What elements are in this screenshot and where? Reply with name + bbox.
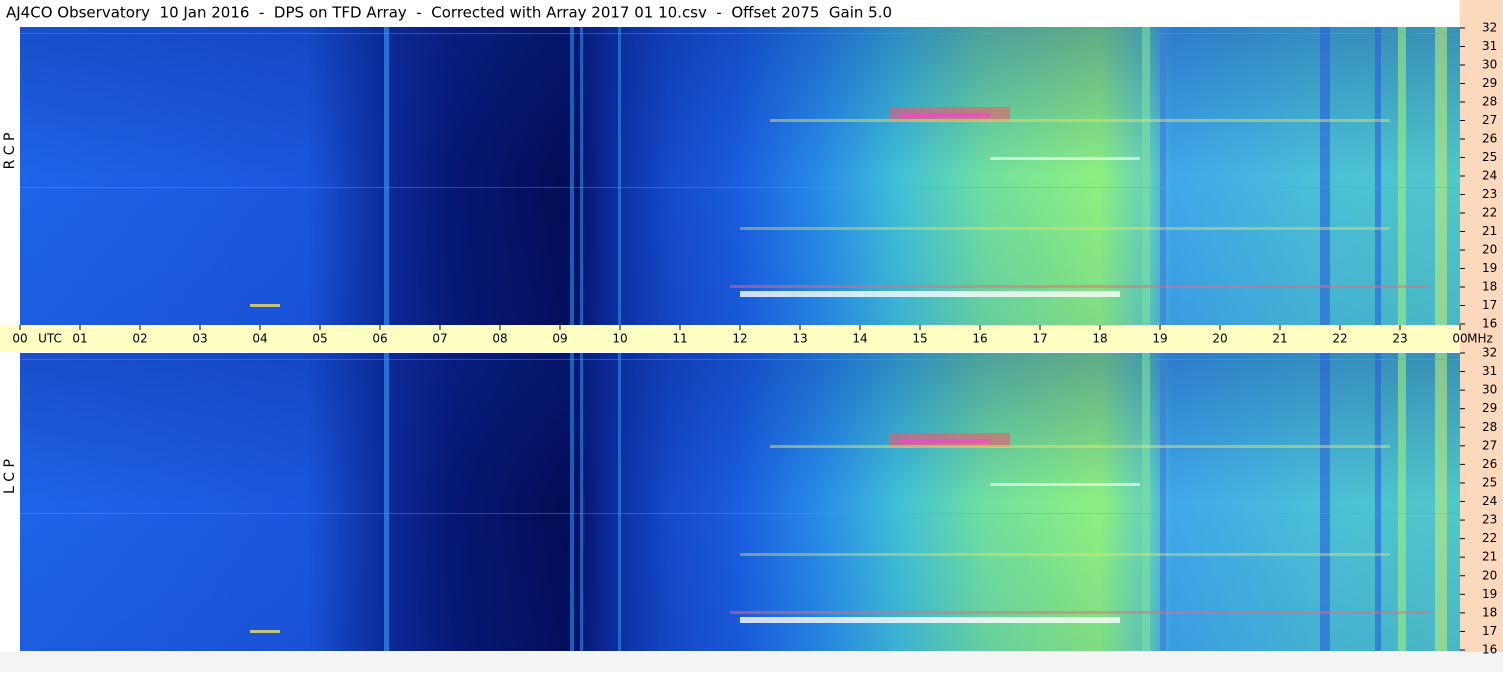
- y-tick-label: 25: [1482, 475, 1497, 489]
- y-tick-label: 31: [1482, 39, 1497, 53]
- y-tick-label: 24: [1482, 494, 1497, 508]
- x-tick-label: 02: [132, 332, 147, 346]
- y-tick-label: 30: [1482, 58, 1497, 72]
- x-tick-label: 22: [1332, 332, 1347, 346]
- x-tick-label: 05: [312, 332, 327, 346]
- x-tick-label: 01: [72, 332, 87, 346]
- y-tick-label: 21: [1482, 224, 1497, 238]
- x-tick-label: 17: [1032, 332, 1047, 346]
- y-tick-label: 29: [1482, 401, 1497, 415]
- y-axis-label: MHz: [1467, 332, 1493, 346]
- x-tick-label: 11: [672, 332, 687, 346]
- x-tick-label: 20: [1212, 332, 1227, 346]
- y-tick-label: 30: [1482, 383, 1497, 397]
- y-tick-label: 22: [1482, 206, 1497, 220]
- y-tick-label: 23: [1482, 513, 1497, 527]
- x-tick-label: 16: [972, 332, 987, 346]
- y-tick-label: 24: [1482, 169, 1497, 183]
- y-tick-label: 17: [1482, 298, 1497, 312]
- y-tick-label: 21: [1482, 550, 1497, 564]
- y-tick-label: 16: [1482, 317, 1497, 331]
- x-tick-label: 18: [1092, 332, 1107, 346]
- y-tick-label: 25: [1482, 150, 1497, 164]
- y-tick-label: 20: [1482, 568, 1497, 582]
- panel-label: L C P: [2, 459, 18, 494]
- y-tick-label: 26: [1482, 132, 1497, 146]
- spectrogram-rcp: [20, 27, 1460, 325]
- x-tick-label: 15: [912, 332, 927, 346]
- footer: [0, 652, 1503, 672]
- x-tick-label: 09: [552, 332, 567, 346]
- y-tick-label: 18: [1482, 280, 1497, 294]
- x-tick-label: 21: [1272, 332, 1287, 346]
- x-tick-label: 08: [492, 332, 507, 346]
- y-axis-strip: [1460, 0, 1503, 652]
- y-tick-label: 27: [1482, 113, 1497, 127]
- x-tick-label: 14: [852, 332, 867, 346]
- y-tick-label: 18: [1482, 605, 1497, 619]
- y-tick-label: 16: [1482, 643, 1497, 657]
- y-tick-label: 28: [1482, 95, 1497, 109]
- x-axis-strip: [0, 325, 1460, 352]
- x-tick-label: 12: [732, 332, 747, 346]
- y-tick-label: 27: [1482, 438, 1497, 452]
- y-tick-label: 28: [1482, 420, 1497, 434]
- panel-label: R C P: [2, 133, 18, 170]
- y-tick-label: 26: [1482, 457, 1497, 471]
- y-tick-label: 31: [1482, 364, 1497, 378]
- y-tick-label: 32: [1482, 346, 1497, 360]
- x-tick-label: 10: [612, 332, 627, 346]
- y-tick-label: 22: [1482, 531, 1497, 545]
- x-axis-label: UTC: [38, 332, 62, 346]
- x-tick-label: 00: [1452, 332, 1467, 346]
- y-tick-label: 23: [1482, 187, 1497, 201]
- y-tick-label: 29: [1482, 76, 1497, 90]
- y-tick-label: 20: [1482, 243, 1497, 257]
- x-tick-label: 06: [372, 332, 387, 346]
- x-tick-label: 13: [792, 332, 807, 346]
- x-tick-label: 00: [12, 332, 27, 346]
- y-tick-label: 32: [1482, 21, 1497, 35]
- spectrogram-lcp: [20, 353, 1460, 651]
- x-tick-label: 07: [432, 332, 447, 346]
- y-tick-label: 19: [1482, 261, 1497, 275]
- x-tick-label: 04: [252, 332, 267, 346]
- y-tick-label: 19: [1482, 587, 1497, 601]
- y-tick-label: 17: [1482, 624, 1497, 638]
- x-tick-label: 23: [1392, 332, 1407, 346]
- x-tick-label: 03: [192, 332, 207, 346]
- x-tick-label: 19: [1152, 332, 1167, 346]
- chart-title: AJ4CO Observatory 10 Jan 2016 - DPS on T…: [6, 4, 892, 22]
